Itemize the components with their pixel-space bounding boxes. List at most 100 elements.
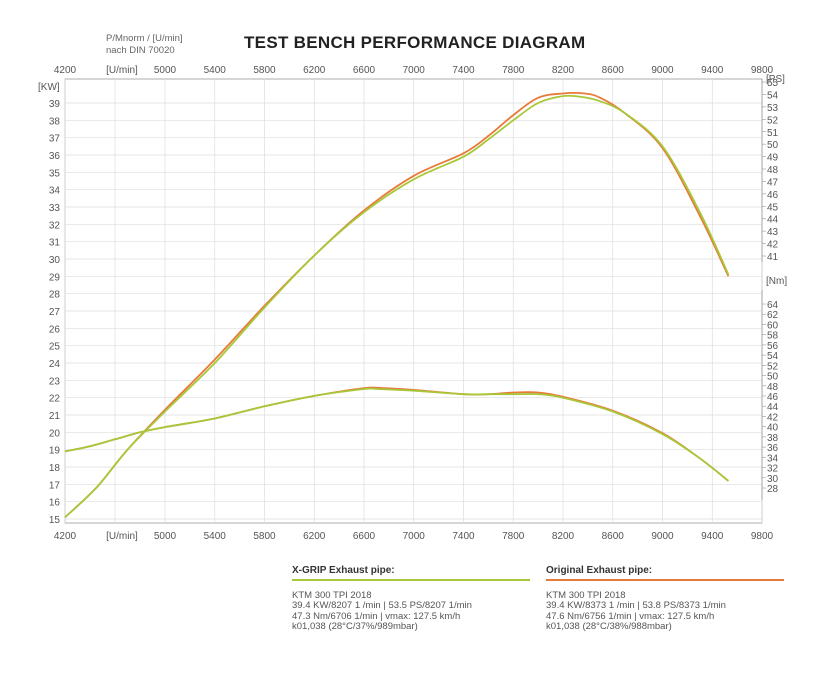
ps-tick-label: 49: [767, 153, 779, 164]
nm-axis-label: [Nm]: [766, 276, 787, 287]
nm-tick-label: 54: [767, 351, 779, 362]
x-tick-label-bottom: 5400: [204, 531, 227, 542]
x-tick-label-top: 5800: [253, 65, 276, 76]
x-tick-label-top: 5400: [204, 65, 227, 76]
legend-original-line4: k01,038 (28°C/38%/988mbar): [546, 621, 672, 632]
x-axis-top: 4200 [U/min] 5000 5400 5800 6200 6600 7000 7400 7…: [54, 65, 774, 76]
kw-tick-label: 37: [49, 134, 61, 145]
chart-title: TEST BENCH PERFORMANCE DIAGRAM: [244, 33, 585, 52]
legend-original-title: Original Exhaust pipe:: [546, 565, 653, 576]
nm-tick-label: 46: [767, 392, 779, 403]
ps-tick-label: 53: [767, 103, 779, 114]
nm-tick-label: 40: [767, 423, 779, 434]
ps-tick-label: 55: [767, 78, 779, 89]
legend-original-swatch: [546, 578, 784, 581]
x-tick-label-bottom: 5800: [253, 531, 276, 542]
nm-tick-label: 60: [767, 320, 779, 331]
kw-tick-label: 28: [49, 290, 61, 301]
ps-tick-label: 48: [767, 165, 779, 176]
kw-tick-label: 26: [49, 324, 61, 335]
ps-tick-label: 45: [767, 202, 779, 213]
ps-tick-label: 54: [767, 90, 779, 101]
kw-tick-label: 30: [49, 255, 61, 266]
kw-tick-label: 39: [49, 99, 61, 110]
nm-tick-label: 36: [767, 443, 779, 454]
nm-tick-label: 42: [767, 412, 779, 423]
legend-xgrip-line2: 39.4 KW/8207 1 /min | 53.5 PS/8207 1/min: [292, 600, 472, 611]
legend-xgrip-title: X-GRIP Exhaust pipe:: [292, 565, 395, 576]
nm-tick-label: 52: [767, 361, 779, 372]
x-tick-label-bottom: 9800: [751, 531, 774, 542]
kw-tick-label: 19: [49, 446, 61, 457]
legend-xgrip: X-GRIP Exhaust pipe: KTM 300 TPI 2018 39…: [292, 565, 530, 633]
x-tick-label-bottom: 7400: [452, 531, 475, 542]
kw-tick-label: 21: [49, 411, 61, 422]
kw-tick-label: 27: [49, 307, 61, 318]
ps-tick-label: 52: [767, 115, 779, 126]
x-tick-label-bottom: 8600: [602, 531, 625, 542]
x-tick-label-top: 7400: [452, 65, 475, 76]
x-tick-label-top: 6200: [303, 65, 326, 76]
legend-original-line3: 47.6 Nm/6756 1/min | vmax: 127.5 km/h: [546, 610, 715, 622]
kw-tick-label: 35: [49, 168, 61, 179]
unit-label-line2: nach DIN 70020: [106, 45, 175, 56]
x-tick-label-bottom: 6600: [353, 531, 376, 542]
nm-axis: [Nm] 283032343638404244464850525456586062…: [761, 276, 787, 500]
x-tick-label-top: 6600: [353, 65, 376, 76]
nm-tick-label: 58: [767, 331, 779, 342]
x-tick-label-top: 8600: [602, 65, 625, 76]
unit-label-line1: P/Mnorm / [U/min]: [106, 33, 183, 44]
x-tick-label-bottom: 9400: [701, 531, 724, 542]
legend-original: Original Exhaust pipe: KTM 300 TPI 2018 …: [546, 565, 784, 633]
nm-tick-label: 44: [767, 402, 779, 413]
ps-tick-label: 43: [767, 227, 779, 238]
kw-tick-label: 25: [49, 342, 61, 353]
ps-tick-label: 41: [767, 252, 779, 263]
x-tick-label-top: 7000: [403, 65, 426, 76]
x-tick-label-top: 9000: [651, 65, 674, 76]
kw-tick-label: 15: [49, 515, 61, 526]
grid: [64, 79, 763, 523]
kw-tick-label: 16: [49, 498, 61, 509]
x-tick-label-top: 5000: [154, 65, 177, 76]
ps-tick-label: 42: [767, 240, 779, 251]
x-tick-label-bottom: 9000: [651, 531, 674, 542]
x-tick-label-top: 8200: [552, 65, 575, 76]
nm-tick-label: 34: [767, 453, 779, 464]
kw-tick-label: 22: [49, 394, 61, 405]
legend-original-line1: KTM 300 TPI 2018: [546, 589, 626, 601]
kw-axis: [KW] 15 16 17 18 19 20 21 22 23 24 25 26 27 28 29 30 31 32…: [38, 82, 60, 526]
nm-tick-label: 38: [767, 433, 779, 444]
x-tick-label-top: 9400: [701, 65, 724, 76]
x-tick-label-top: 4200: [54, 65, 77, 76]
kw-tick-label: 17: [49, 480, 61, 491]
x-tick-label-bottom: 7000: [403, 531, 426, 542]
ps-axis-label: [PS]: [766, 74, 785, 85]
x-tick-label-top: 9800: [751, 65, 774, 76]
ps-tick-label: 46: [767, 190, 779, 201]
nm-tick-label: 50: [767, 372, 779, 383]
x-tick-label-bottom: 5000: [154, 531, 177, 542]
nm-tick-label: 48: [767, 382, 779, 393]
nm-tick-label: 32: [767, 464, 779, 475]
nm-tick-label: 62: [767, 310, 779, 321]
kw-tick-label: 31: [49, 238, 61, 249]
legend-xgrip-swatch: [292, 578, 530, 581]
legend-xgrip-line1: KTM 300 TPI 2018: [292, 589, 372, 601]
x-tick-label-bottom: 8200: [552, 531, 575, 542]
legend-xgrip-line4: k01,038 (28°C/37%/989mbar): [292, 621, 418, 632]
kw-tick-label: 38: [49, 116, 61, 127]
ps-tick-label: 44: [767, 215, 779, 226]
ps-tick-label: 47: [767, 177, 779, 188]
ps-tick-label: 50: [767, 140, 779, 151]
legend-xgrip-line3: 47.3 Nm/6706 1/min | vmax: 127.5 km/h: [292, 610, 461, 622]
x-tick-label-bottom: [U/min]: [106, 531, 138, 542]
series-group: [64, 92, 730, 518]
x-tick-label-top: [U/min]: [106, 65, 138, 76]
nm-tick-label: 64: [767, 300, 779, 311]
kw-tick-label: 36: [49, 151, 61, 162]
torque-line-xgrip: [64, 387, 729, 482]
kw-tick-label: 24: [49, 359, 61, 370]
